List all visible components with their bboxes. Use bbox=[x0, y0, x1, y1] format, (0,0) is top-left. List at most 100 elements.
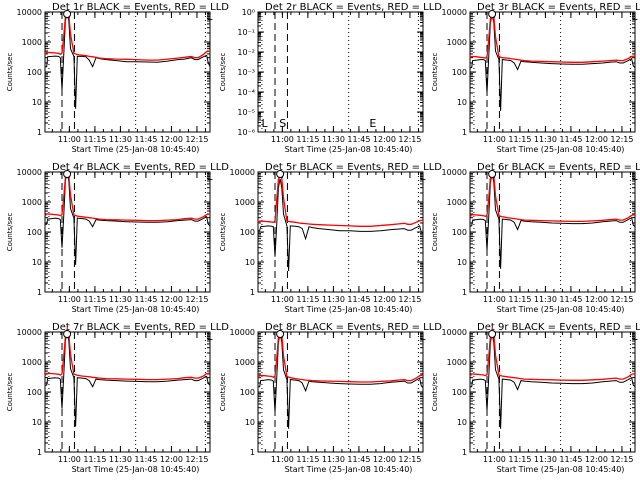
x-tick-label: 11:15 bbox=[296, 135, 319, 144]
y-axis-title: Counts/sec bbox=[6, 53, 14, 92]
x-tick-label: 12:00 bbox=[373, 135, 396, 144]
peak-marker bbox=[488, 10, 497, 18]
y-tick-label: 10⁻³ bbox=[237, 68, 255, 77]
event-marker-start: L bbox=[206, 170, 213, 183]
y-tick-label: 10⁻¹ bbox=[237, 28, 255, 37]
y-tick-label: 1 bbox=[37, 128, 42, 137]
x-tick-label: 12:15 bbox=[398, 135, 421, 144]
y-tick-label: 10000 bbox=[230, 168, 255, 177]
x-tick-label: 11:45 bbox=[559, 135, 582, 144]
detector-panel: Det 6r BLACK = Events, RED = LLD 1 10 100 10… bbox=[431, 162, 640, 314]
y-tick-label: 10000 bbox=[230, 328, 255, 337]
y-axis-title: Counts/sec bbox=[6, 373, 14, 412]
y-tick-label: 1 bbox=[250, 288, 255, 297]
panel-title: Det 4r BLACK = Events, RED = LLD bbox=[52, 162, 229, 173]
events-series-line bbox=[258, 333, 424, 429]
y-tick-label: 100 bbox=[27, 68, 42, 77]
x-tick-label: 11:45 bbox=[347, 135, 370, 144]
lld-series-line bbox=[257, 171, 424, 227]
x-tick-label: 11:45 bbox=[347, 455, 370, 464]
x-tick-label: 12:00 bbox=[373, 455, 396, 464]
y-tick-label: 10 bbox=[32, 418, 42, 427]
x-tick-label: 11:45 bbox=[134, 135, 157, 144]
y-tick-label: 10 bbox=[32, 258, 42, 267]
x-tick-label: 11:45 bbox=[559, 295, 582, 304]
y-tick-label: 100 bbox=[452, 228, 467, 237]
x-tick-label: 12:00 bbox=[373, 295, 396, 304]
x-tick-label: 11:30 bbox=[534, 455, 557, 464]
y-tick-label: 10 bbox=[457, 418, 467, 427]
event-marker-start: L bbox=[631, 10, 638, 23]
y-axis-title: Counts/sec bbox=[431, 373, 439, 412]
x-tick-label: 11:00 bbox=[58, 135, 81, 144]
y-tick-label: 1000 bbox=[235, 198, 255, 207]
x-tick-label: 11:15 bbox=[83, 455, 106, 464]
x-tick-label: 11:30 bbox=[322, 295, 345, 304]
y-tick-label: 10 bbox=[457, 98, 467, 107]
x-tick-label: 11:00 bbox=[271, 455, 294, 464]
detector-panel: Det 1r BLACK = Events, RED = LLD 1 10 100 10… bbox=[6, 2, 229, 154]
detector-panel: Det 4r BLACK = Events, RED = LLD 1 10 100 10… bbox=[6, 162, 229, 314]
y-tick-label: 1 bbox=[37, 448, 42, 457]
y-tick-label: 1 bbox=[462, 288, 467, 297]
lld-series-line bbox=[469, 168, 636, 223]
x-axis-title: Start Time (25-Jan-08 10:45:40) bbox=[285, 145, 413, 154]
y-tick-label: 1000 bbox=[22, 38, 42, 47]
x-axis-title: Start Time (25-Jan-08 10:45:40) bbox=[72, 145, 200, 154]
events-series-line bbox=[45, 172, 211, 265]
y-tick-label: 100 bbox=[452, 388, 467, 397]
detector-panel: Det 3r BLACK = Events, RED = LLD 1 10 100 10… bbox=[431, 2, 640, 154]
y-tick-label: 10000 bbox=[442, 328, 467, 337]
x-tick-label: 11:00 bbox=[58, 295, 81, 304]
event-marker-start: L bbox=[262, 117, 269, 130]
x-tick-label: 12:00 bbox=[160, 135, 183, 144]
y-axis-title: Counts/sec bbox=[219, 213, 227, 252]
y-tick-label: 1 bbox=[462, 448, 467, 457]
detector-panel: Det 7r BLACK = Events, RED = LLD 1 10 100 10… bbox=[6, 322, 229, 474]
event-marker-start: L bbox=[631, 170, 638, 183]
y-axis-title: Counts/sec bbox=[219, 53, 227, 92]
y-tick-label: 10000 bbox=[442, 8, 467, 17]
y-axis-title: Counts/sec bbox=[219, 373, 227, 412]
peak-marker bbox=[63, 170, 72, 178]
y-tick-label: 10⁻⁶ bbox=[237, 128, 255, 137]
x-tick-label: 11:30 bbox=[322, 135, 345, 144]
detector-panel: Det 8r BLACK = Events, RED = LLD 1 10 100 10… bbox=[219, 322, 442, 474]
x-tick-label: 11:45 bbox=[134, 295, 157, 304]
event-marker-start: L bbox=[206, 10, 213, 23]
y-tick-label: 100 bbox=[452, 68, 467, 77]
x-tick-label: 12:15 bbox=[185, 455, 208, 464]
x-axis-title: Start Time (25-Jan-08 10:45:40) bbox=[72, 305, 200, 314]
peak-marker bbox=[63, 10, 72, 18]
y-tick-label: 10⁻² bbox=[237, 48, 255, 57]
x-tick-label: 11:30 bbox=[534, 295, 557, 304]
y-tick-label: 100 bbox=[27, 228, 42, 237]
detector-panel: Det 2r BLACK = Events, RED = LLD 10⁻⁶ 10⁻⁵… bbox=[219, 2, 442, 154]
y-tick-label: 10⁻⁴ bbox=[237, 88, 255, 97]
x-tick-label: 12:15 bbox=[610, 135, 633, 144]
lld-series-line bbox=[44, 8, 211, 61]
x-tick-label: 11:30 bbox=[109, 455, 132, 464]
y-tick-label: 10 bbox=[457, 258, 467, 267]
x-tick-label: 11:00 bbox=[483, 455, 506, 464]
event-marker-start: L bbox=[631, 330, 638, 343]
x-tick-label: 11:30 bbox=[109, 295, 132, 304]
y-tick-label: 1000 bbox=[447, 38, 467, 47]
panel-title: Det 3r BLACK = Events, RED = LLD bbox=[477, 2, 640, 13]
x-tick-label: 11:15 bbox=[508, 135, 531, 144]
x-tick-label: 11:45 bbox=[559, 455, 582, 464]
peak-marker bbox=[276, 330, 285, 338]
x-tick-label: 11:00 bbox=[483, 135, 506, 144]
y-tick-label: 1 bbox=[37, 288, 42, 297]
panel-title: Det 7r BLACK = Events, RED = LLD bbox=[52, 322, 229, 333]
event-marker-end: E bbox=[369, 117, 376, 130]
events-series-line bbox=[470, 173, 636, 269]
x-axis-title: Start Time (25-Jan-08 10:45:40) bbox=[497, 145, 625, 154]
peak-marker bbox=[488, 330, 497, 338]
x-tick-label: 12:15 bbox=[398, 295, 421, 304]
y-tick-label: 100 bbox=[27, 388, 42, 397]
x-axis-title: Start Time (25-Jan-08 10:45:40) bbox=[285, 465, 413, 474]
panel-title: Det 1r BLACK = Events, RED = LLD bbox=[52, 2, 229, 13]
